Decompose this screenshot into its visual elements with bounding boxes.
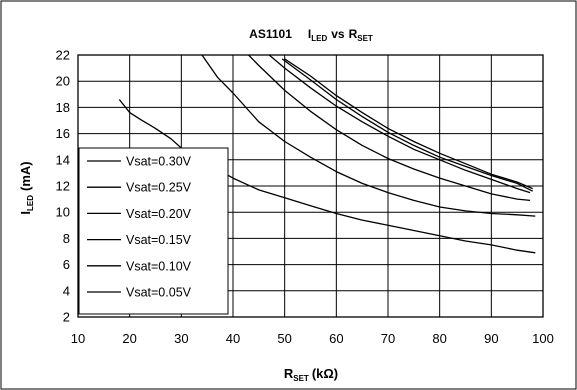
chart-title-r: R [349, 27, 358, 41]
legend-label: Vsat=0.25V [126, 181, 192, 195]
x-tick-label: 30 [174, 331, 188, 346]
chart-title-i: I [308, 27, 311, 41]
y-tick-label: 18 [56, 100, 70, 115]
x-axis-label-sub: SET [293, 374, 309, 383]
y-tick-label: 16 [56, 126, 70, 141]
y-axis-label: ILED (mA) [18, 161, 35, 214]
chart-title: AS1101 ILED vs RSET [249, 27, 373, 43]
plot-area-border [77, 54, 544, 318]
y-tick-label: 14 [56, 152, 70, 167]
x-axis-label-unit: (kΩ) [312, 366, 338, 381]
x-axis-label: RSET (kΩ) [284, 366, 338, 383]
series-line [281, 58, 533, 192]
y-tick-label: 20 [56, 74, 70, 89]
legend-label: Vsat=0.30V [126, 155, 192, 169]
series-line [201, 54, 536, 217]
y-axis-label-unit: (mA) [18, 161, 33, 191]
y-tick-label: 2 [63, 310, 70, 325]
x-tick-label: 100 [532, 331, 554, 346]
x-tick-label: 50 [277, 331, 291, 346]
y-tick-label: 12 [56, 179, 70, 194]
y-axis-label-main: I [18, 211, 33, 215]
series-line [118, 99, 536, 254]
y-axis-label-sub: LED [26, 195, 35, 211]
chart-title-r-sub: SET [357, 34, 373, 43]
x-tick-label: 90 [484, 331, 498, 346]
x-tick-label: 80 [432, 331, 446, 346]
legend-label: Vsat=0.20V [126, 207, 192, 221]
y-tick-label: 6 [63, 257, 70, 272]
y-tick-label: 4 [63, 283, 70, 298]
series-line [268, 54, 531, 194]
chart-title-i-sub: LED [311, 34, 327, 43]
x-tick-labels: 10 20 30 40 50 60 70 80 90 100 [71, 331, 554, 346]
y-tick-label: 22 [56, 48, 70, 63]
y-tick-label: 8 [63, 231, 70, 246]
legend-box [78, 147, 229, 315]
series-line [284, 58, 533, 190]
x-tick-label: 40 [226, 331, 240, 346]
x-axis-label-main: R [284, 366, 294, 381]
series-lines [118, 54, 536, 254]
y-tick-label: 10 [56, 205, 70, 220]
chart-title-product: AS1101 [249, 27, 292, 41]
legend-label: Vsat=0.15V [126, 233, 192, 247]
legend-label: Vsat=0.10V [126, 259, 192, 273]
x-tick-label: 20 [122, 331, 136, 346]
chart-title-vs: vs [331, 27, 345, 41]
legend-label: Vsat=0.05V [126, 286, 192, 300]
x-tick-label: 60 [329, 331, 343, 346]
series-line [248, 54, 531, 202]
legend: Vsat=0.30V Vsat=0.25V Vsat=0.20V Vsat=0.15V… [78, 147, 229, 315]
x-tick-label: 70 [381, 331, 395, 346]
y-tick-labels: 2 4 6 8 10 12 14 16 18 20 22 [56, 48, 70, 325]
x-tick-label: 10 [71, 331, 85, 346]
